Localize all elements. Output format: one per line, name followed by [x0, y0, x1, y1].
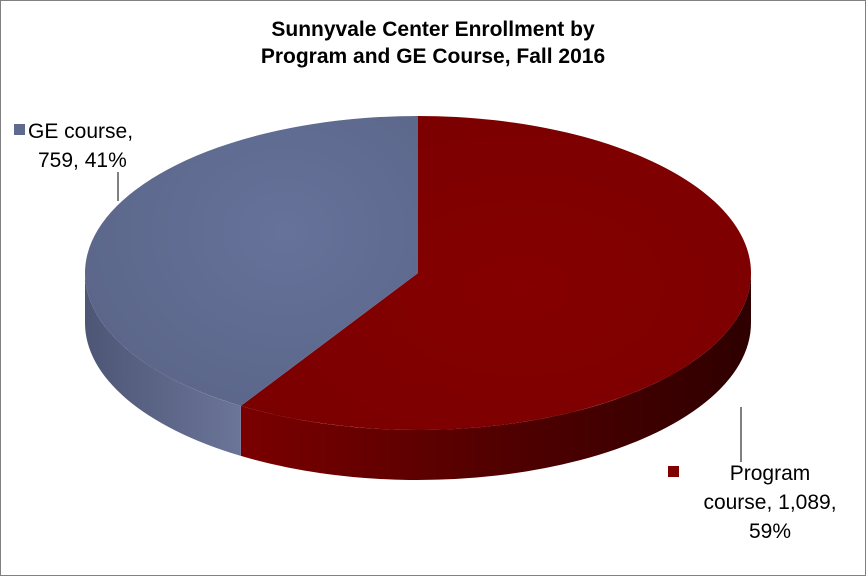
pie-side-program-course	[240, 273, 751, 481]
legend-key-program-course	[668, 466, 679, 477]
pie-tops	[84, 116, 751, 430]
data-label-program-course-line-3: 59%	[749, 520, 791, 543]
data-label-program-course-line-1: Program	[730, 462, 811, 485]
legend-key-ge-course	[14, 124, 25, 135]
data-label-program-course-line-2: course, 1,089,	[703, 491, 836, 514]
data-label-ge-course-line-2: 759, 41%	[38, 149, 127, 172]
pie-slice-program-course	[240, 116, 751, 430]
chart-title-line-1: Sunnyvale Center Enrollment by	[271, 18, 595, 41]
chart-title: Sunnyvale Center Enrollment by Program a…	[0, 16, 866, 70]
pie-labels: Program course, 1,089, 59% GE course, 759, 4…	[14, 120, 837, 543]
data-label-ge-course-line-1: GE course,	[28, 120, 133, 143]
pie-sides	[85, 273, 751, 481]
pie-side-ge-course	[85, 273, 241, 456]
chart-title-line-2: Program and GE Course, Fall 2016	[260, 45, 606, 68]
pie-slice-ge-course	[84, 116, 418, 406]
